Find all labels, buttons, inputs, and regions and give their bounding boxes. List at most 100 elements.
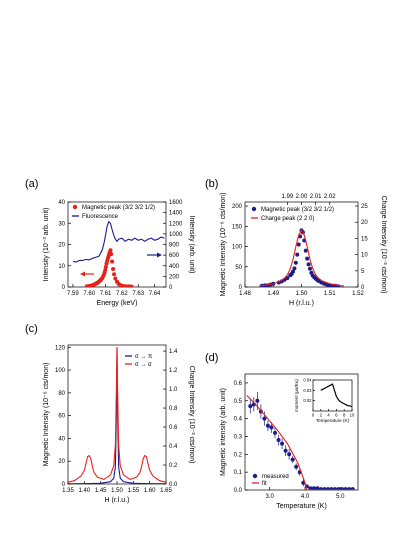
panel-label-a: (a) — [25, 178, 38, 190]
data-point — [285, 276, 290, 281]
inset-x-tick-label: 4 — [327, 413, 330, 418]
data-point — [269, 425, 274, 430]
inset-frame — [312, 379, 353, 412]
data-point — [329, 487, 334, 490]
legend-label: measured — [262, 474, 289, 480]
x-tick-label: 1.60 — [144, 488, 156, 494]
x-tick-label: 1.50 — [296, 291, 308, 297]
inset-y-tick-label: 0.03 — [303, 388, 312, 393]
data-point — [294, 464, 299, 469]
inset-series-line — [320, 383, 353, 408]
data-point — [308, 486, 313, 490]
x-tick-label: 7.63 — [132, 291, 144, 297]
data-point — [322, 487, 327, 490]
data-point — [265, 423, 270, 428]
x-tick-label: 1.65 — [160, 488, 172, 494]
inset-y-axis-title: moment (μʙ/Eu) — [294, 379, 299, 412]
x2-tick-label: 2.01 — [310, 194, 322, 200]
y2-tick-label: 1600 — [169, 200, 183, 206]
panel-label-b: (b) — [205, 178, 218, 190]
data-point — [290, 457, 295, 462]
x-tick-label: 7.61 — [100, 291, 112, 297]
y-tick-label: 20 — [58, 243, 65, 249]
x-tick-label: 7.60 — [83, 291, 95, 297]
plot-area-a — [72, 220, 165, 287]
inset-x-tick-label: 8 — [343, 413, 346, 418]
data-point — [303, 248, 308, 253]
x-tick-label: 7.59 — [67, 291, 79, 297]
x-axis-title: Temperature (K) — [276, 503, 327, 510]
inset-y-tick-label: 0.04 — [303, 378, 312, 383]
legend-label: Charge peak (2 2 0) — [261, 216, 314, 222]
inset-x-tick-label: 10 — [350, 413, 355, 418]
y-tick-label: 30 — [58, 221, 65, 227]
y-tick-label: 60 — [58, 414, 65, 420]
y2-tick-label: 0 — [169, 285, 173, 291]
chart-panel-c: (c) 1.35 1.40 1.45 1.50 1.55 1.60 1.65 0 20 40 60 80… — [25, 323, 195, 504]
x-tick-label: 1.55 — [127, 488, 139, 494]
y2-tick-label: 1400 — [169, 211, 183, 217]
y-tick-label: 0 — [62, 285, 66, 291]
inset-y-tick-label: 0.02 — [303, 398, 312, 403]
legend-marker — [252, 473, 258, 479]
y2-tick-label: 0 — [361, 285, 365, 291]
data-point — [295, 252, 300, 257]
legend-label: σ → π — [135, 354, 152, 360]
x-axis-title: Energy (keV) — [97, 300, 138, 307]
y2-tick-label: 600 — [169, 253, 180, 259]
inset-chart: 0 2 4 6 8 10 0.02 0.03 0.04 Temperature (K) moment… — [294, 378, 355, 424]
x-tick-label: 1.45 — [95, 488, 107, 494]
data-point — [129, 284, 134, 287]
series-line — [72, 220, 165, 263]
legend-marker — [72, 204, 78, 210]
y-tick-label: 0 — [239, 285, 243, 291]
data-point — [336, 487, 341, 490]
y2-axis-title: Charge Intensity (10⁻³ cts/mon) — [380, 196, 387, 294]
data-point — [333, 487, 338, 490]
data-point — [103, 268, 108, 272]
data-point — [108, 248, 113, 253]
data-point — [283, 448, 288, 453]
chart-panel-b: (b)1.48 1.49 1.50 1.51 1.5205010015020005101… — [205, 178, 387, 307]
y-axis-title: Magnetic intensity (arb. unit) — [220, 388, 227, 476]
plot-frame-b — [244, 201, 359, 288]
y2-tick-label: 0.0 — [169, 482, 178, 488]
data-point — [350, 487, 355, 490]
y2-tick-label: 400 — [169, 264, 180, 270]
data-point — [276, 438, 281, 443]
panel-label-d: (d) — [205, 352, 218, 364]
y2-tick-label: 1.0 — [169, 387, 178, 393]
x2-tick-label: 2.00 — [296, 194, 308, 200]
y-tick-label: 0.2 — [234, 452, 243, 458]
y2-tick-label: 0.2 — [169, 463, 178, 469]
y2-tick-label: 1200 — [169, 221, 183, 227]
data-point — [273, 430, 278, 435]
y-tick-label: 200 — [232, 204, 243, 210]
y2-tick-label: 1.4 — [169, 349, 178, 355]
legend-label: Magnetic peak (3/2 3/2 1/2) — [82, 205, 155, 211]
inset-x-tick-label: 6 — [335, 413, 338, 418]
y2-tick-label: 800 — [169, 243, 180, 249]
y2-tick-label: 0.8 — [169, 406, 178, 412]
data-point — [305, 256, 310, 261]
y2-tick-label: 10 — [361, 253, 368, 259]
data-point — [103, 264, 108, 269]
data-point — [293, 260, 298, 265]
y2-tick-label: 0.6 — [169, 425, 178, 431]
y2-tick-label: 1000 — [169, 232, 183, 238]
data-point — [112, 272, 117, 277]
y-tick-label: 80 — [58, 391, 65, 397]
data-point — [311, 486, 316, 490]
y-tick-label: 150 — [232, 224, 243, 230]
inset-x-tick-label: 0 — [312, 413, 315, 418]
legend-label: Magnetic peak (3/2 3/2 1/2) — [261, 207, 334, 213]
data-point — [110, 259, 115, 264]
y2-tick-label: 25 — [361, 204, 368, 210]
series-line — [259, 228, 344, 287]
x-tick-label: 4.0 — [301, 494, 310, 500]
y2-tick-label: 20 — [361, 220, 368, 226]
y-tick-label: 40 — [58, 436, 65, 442]
inset-x-tick-label: 2 — [320, 413, 323, 418]
series-line — [246, 395, 355, 490]
data-point — [291, 269, 296, 274]
